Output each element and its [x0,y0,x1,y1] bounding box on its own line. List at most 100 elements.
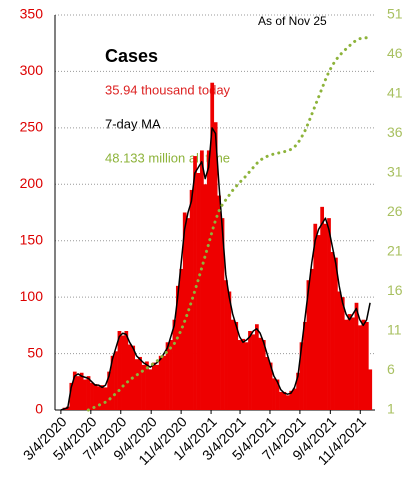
y2-tick-label: 1 [387,401,395,417]
y2-tick-label: 26 [387,203,402,219]
y2-tick-label: 16 [387,282,402,298]
bar [141,364,146,410]
bar [206,150,211,410]
bar [251,334,256,410]
chart-title: Cases [105,46,158,66]
y2-tick-label: 41 [387,85,402,101]
bar [114,351,118,410]
bar [289,390,294,410]
bar [364,321,369,410]
bar [358,325,362,410]
bar [155,364,160,410]
bar [316,235,321,410]
annotation: 48.133 million all time [105,150,230,165]
bar [337,291,342,410]
annotation: 7-day MA [105,116,161,131]
bar [86,376,91,410]
bar [83,379,87,410]
bar [313,223,318,410]
bar [151,362,156,410]
bar [292,388,297,410]
bar [340,297,345,410]
bar [200,150,204,410]
bar [361,319,366,410]
bar [96,386,101,410]
annotation: As of Nov 25 [258,14,327,28]
bar [258,337,263,410]
bar [148,369,153,410]
y-tick-label: 300 [20,62,44,78]
y2-tick-label: 51 [387,6,402,22]
bar [303,321,307,410]
y2-tick-label: 36 [387,124,402,140]
bar [79,372,84,410]
bar [172,319,177,410]
y2-tick-label: 6 [387,361,395,377]
bar [344,319,349,410]
bar [72,371,77,410]
bar [93,384,98,410]
bar [138,356,142,410]
bar [193,156,197,410]
annotation: 35.94 thousand today [105,82,231,97]
bar [165,342,170,410]
bar [217,195,221,410]
bar [179,268,184,410]
bar [189,189,194,410]
y-tick-label: 0 [35,401,43,417]
bar [268,362,273,410]
bar [282,391,287,410]
bar [175,285,180,410]
bar [330,252,335,410]
y2-tick-label: 46 [387,45,402,61]
y2-tick-label: 11 [387,322,402,338]
bar [213,122,218,410]
bar [241,338,245,410]
bar [299,342,304,410]
bar [158,355,163,410]
bar [272,378,276,410]
bar [186,218,191,410]
bar [107,371,112,410]
y2-tick-label: 31 [387,164,402,180]
bar [306,280,311,410]
bar [296,372,300,410]
bar [351,317,355,410]
bar [203,184,208,410]
bar [323,223,328,410]
bar [110,355,115,410]
bar [224,280,228,410]
cumulative-line [86,36,372,412]
bar [230,319,235,410]
bar [265,356,270,410]
y-tick-label: 250 [20,119,44,135]
bar [255,324,259,410]
y-tick-label: 50 [27,344,43,360]
bar [124,331,129,410]
bar [244,342,249,410]
bar [69,382,74,410]
y2-tick-label: 21 [387,243,402,259]
bar [261,340,266,410]
bar [279,391,283,410]
bar [220,218,225,410]
bar [100,385,105,410]
y-tick-label: 350 [20,6,44,22]
y-tick-label: 150 [20,231,44,247]
bar [162,355,166,410]
bar [327,218,331,410]
bar [309,268,314,410]
bar [145,361,149,410]
bar [182,212,187,410]
bar [237,340,242,410]
bar [368,369,373,410]
y-tick-label: 100 [20,288,44,304]
y-tick-label: 200 [20,175,44,191]
bar [117,331,122,410]
bar [210,82,215,410]
bar [248,331,252,410]
bar [285,395,290,410]
bar [275,379,280,410]
